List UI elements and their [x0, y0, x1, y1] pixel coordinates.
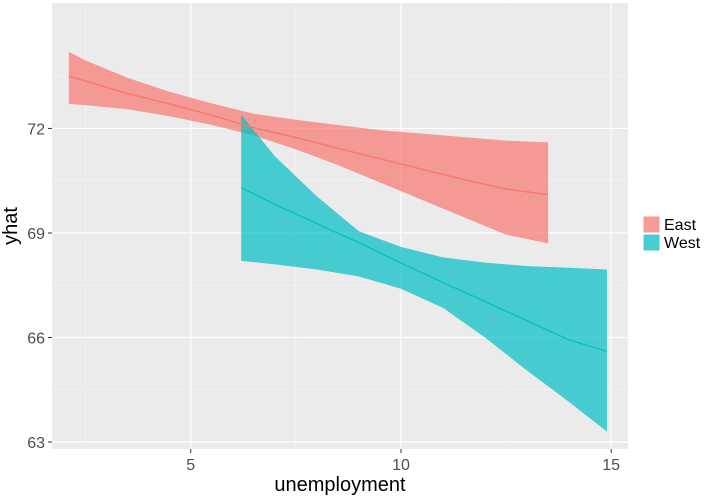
y-tick-label: 72	[27, 121, 45, 138]
fit-lines	[68, 75, 608, 353]
fit-line-east	[68, 75, 549, 196]
axes: 5 10 15 63 66 69 72	[27, 121, 620, 474]
legend-key-west	[643, 234, 660, 251]
y-axis-title: yhat	[0, 207, 22, 245]
x-tick-label: 15	[602, 457, 620, 474]
legend-label-east: East	[664, 217, 697, 234]
legend-key-east	[643, 216, 660, 233]
band-east	[68, 51, 549, 244]
y-tick-label: 69	[27, 226, 45, 243]
x-tick-label: 5	[186, 457, 195, 474]
y-tick-label: 63	[27, 435, 45, 452]
x-axis-title: unemployment	[274, 474, 406, 496]
y-tick-label: 66	[27, 331, 45, 348]
x-tick-label: 10	[392, 457, 410, 474]
legend-label-west: West	[664, 235, 701, 252]
fit-line-west	[240, 187, 608, 353]
